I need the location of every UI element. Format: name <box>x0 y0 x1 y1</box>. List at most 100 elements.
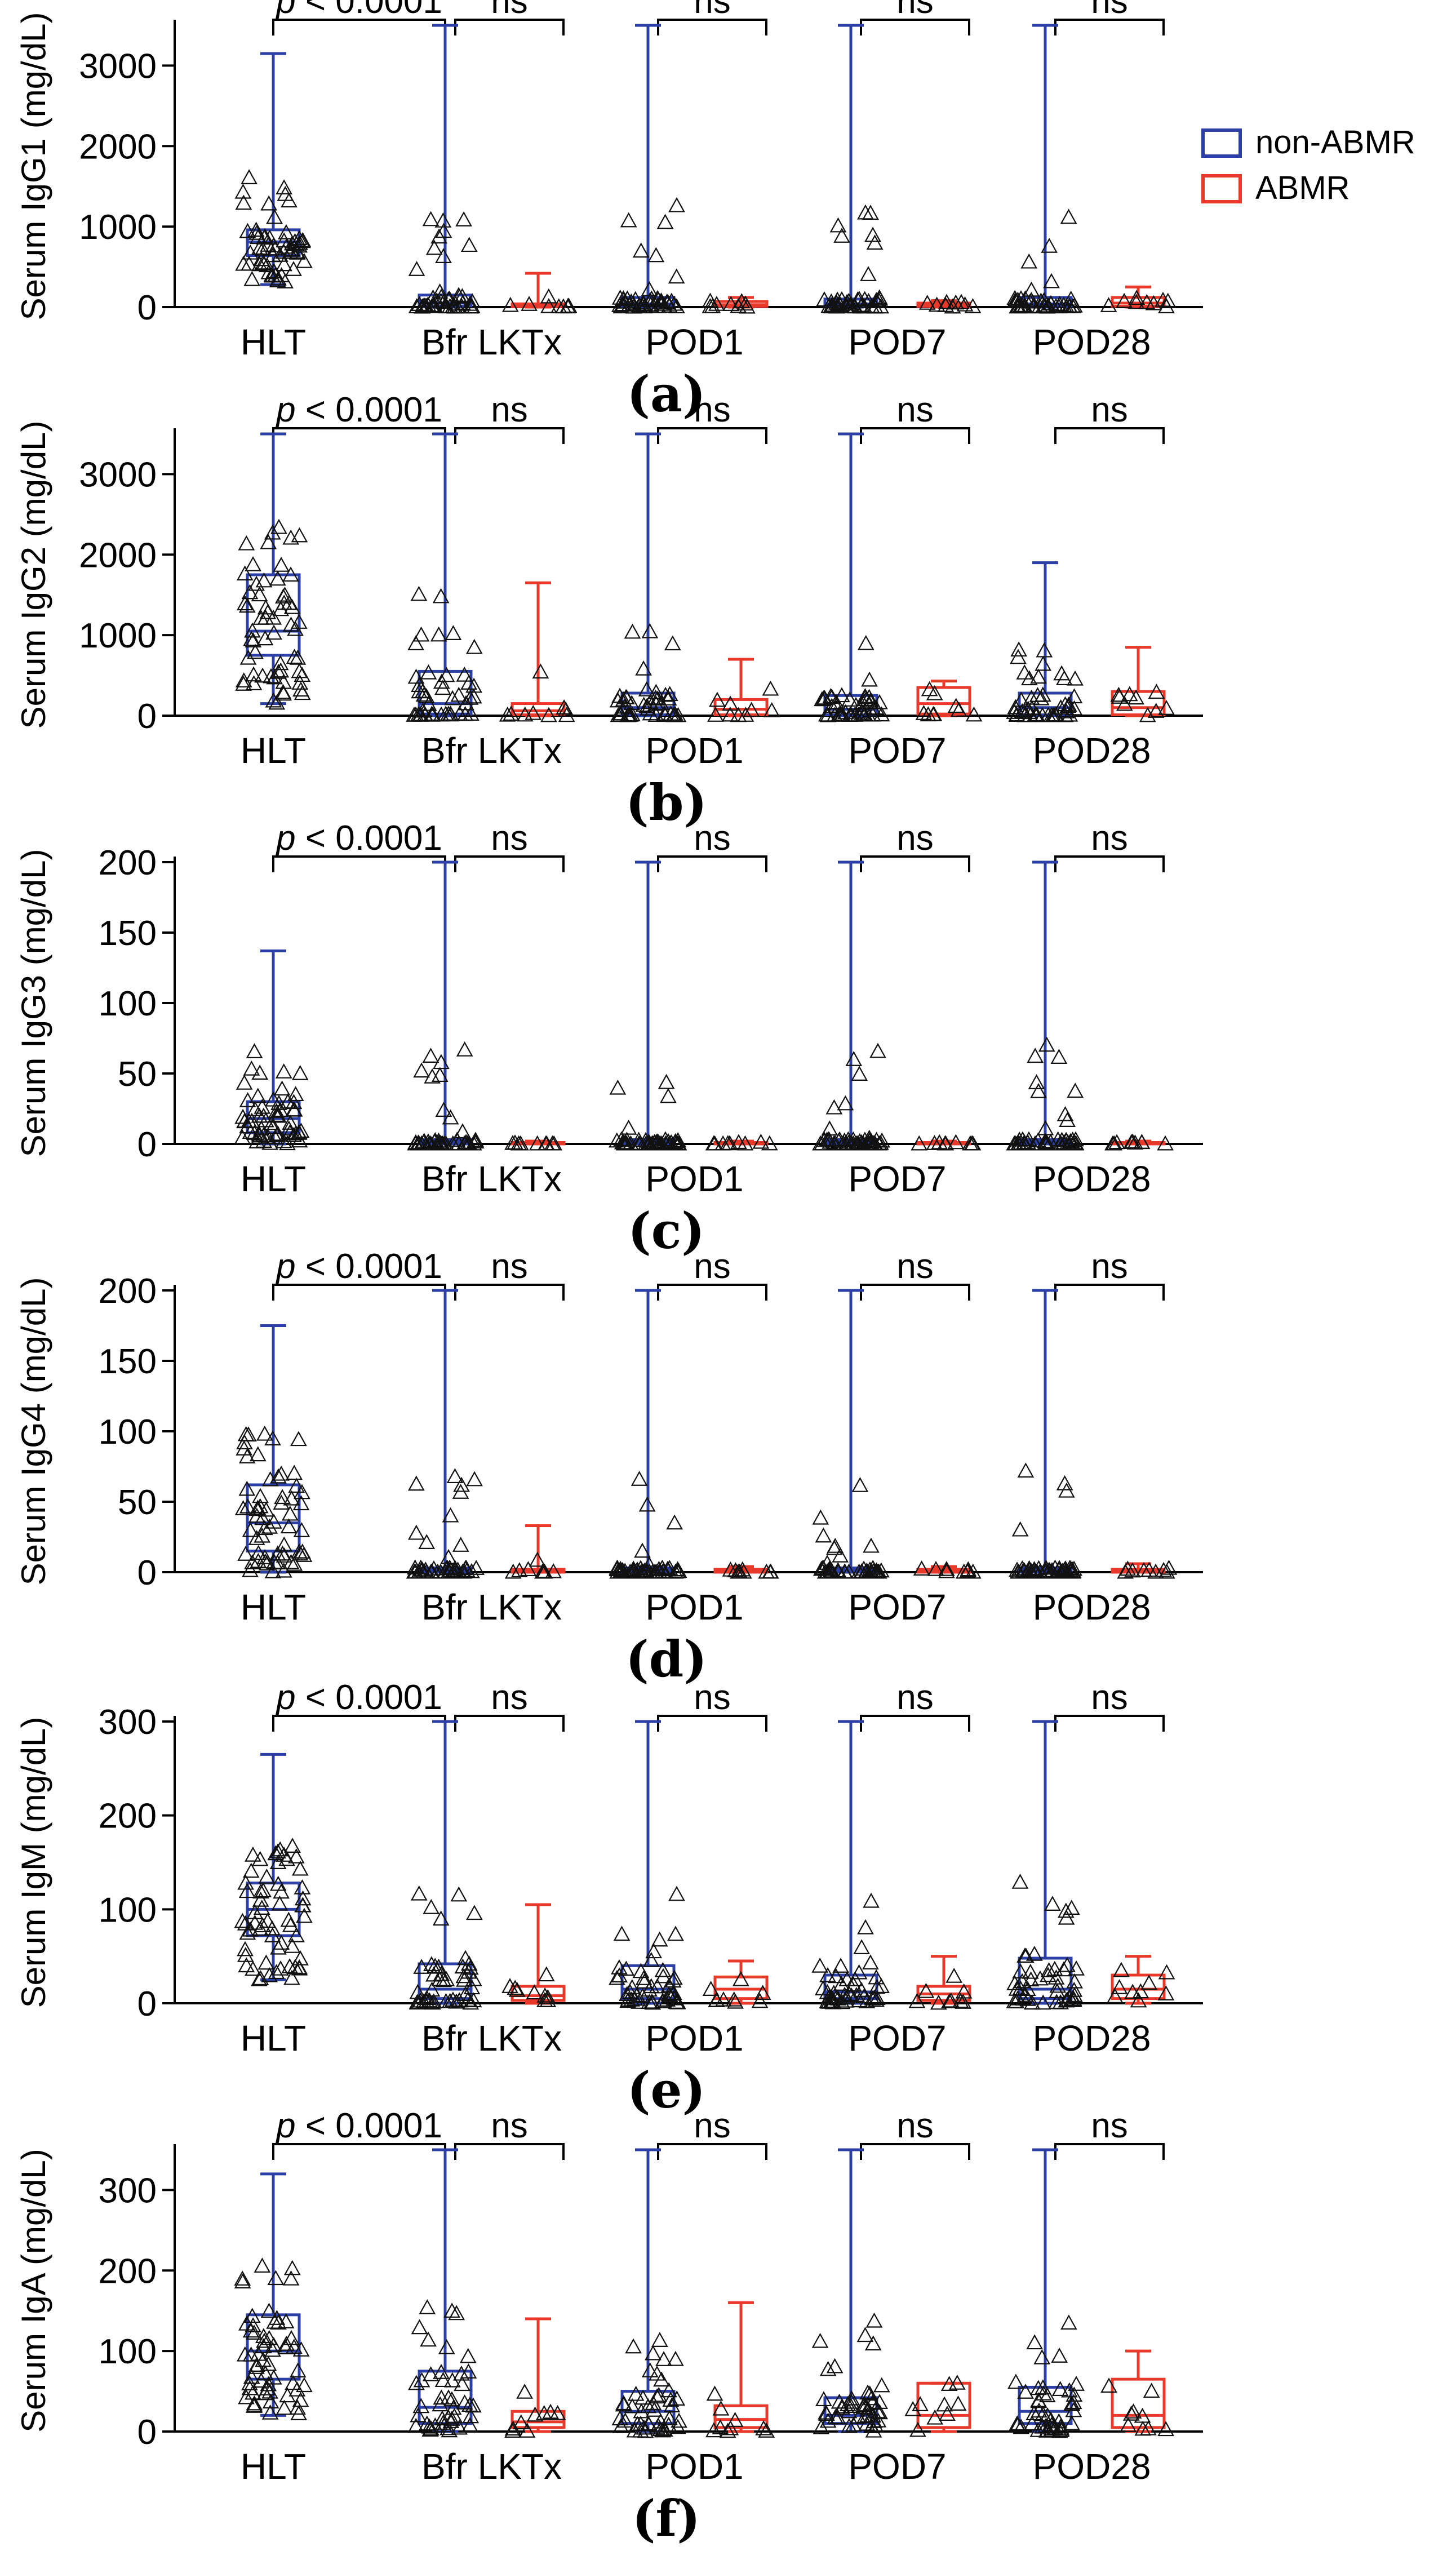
data-point <box>837 1135 855 1151</box>
box-abmr <box>501 1903 566 2007</box>
significance-bracket <box>860 1715 970 1732</box>
data-point <box>654 1563 672 1578</box>
box-abmr <box>1106 1955 1175 2008</box>
box-non-abmr <box>812 860 891 1151</box>
data-point <box>911 1135 928 1151</box>
data-point <box>235 255 252 271</box>
data-point <box>1026 2334 1044 2350</box>
data-point <box>838 1971 856 1986</box>
data-point <box>283 598 301 614</box>
data-point <box>238 2389 255 2404</box>
data-point <box>1059 1956 1076 1972</box>
data-point <box>237 1915 254 1931</box>
data-point <box>535 2404 553 2420</box>
data-point <box>837 1095 854 1111</box>
data-point <box>843 2393 860 2409</box>
data-point <box>1039 2422 1056 2438</box>
box-non-abmr <box>234 950 310 1151</box>
data-point <box>762 1563 779 1579</box>
data-point <box>239 1118 256 1134</box>
data-point <box>668 1885 685 1901</box>
box-iqr <box>511 702 566 717</box>
data-point <box>751 1993 769 2008</box>
data-point <box>422 1135 440 1151</box>
x-tick-label: Bfr LKTx <box>421 1159 562 1199</box>
data-point <box>668 268 685 284</box>
chart-panel-3: 0 50 100 150 200 Serum IgG3 (mg/dL) HLT Bfr LKT… <box>15 819 1203 1260</box>
significance-bracket <box>1054 2143 1165 2160</box>
data-point <box>815 1527 832 1543</box>
data-point <box>296 1907 313 1923</box>
data-point <box>928 296 945 312</box>
data-point <box>1117 1563 1134 1579</box>
data-point <box>1059 1112 1076 1127</box>
box-abmr <box>713 1561 779 1579</box>
data-point <box>290 2405 308 2420</box>
data-point <box>846 706 864 722</box>
data-point <box>246 1101 264 1116</box>
data-point <box>415 297 433 313</box>
data-point <box>238 597 256 613</box>
data-point <box>1066 2386 1083 2402</box>
data-point <box>1066 1973 1083 1989</box>
data-point <box>833 1976 850 1991</box>
data-point <box>864 227 881 242</box>
data-point <box>669 1994 686 2009</box>
data-point <box>1128 290 1146 305</box>
legend-label-abmr: ABMR <box>1255 170 1350 206</box>
data-point <box>1046 1960 1063 1976</box>
data-point <box>432 1134 450 1150</box>
data-point <box>921 681 938 696</box>
significance-bracket <box>860 2143 970 2160</box>
data-point <box>1039 2407 1056 2423</box>
data-point <box>443 2302 461 2318</box>
data-point <box>1113 1962 1130 1977</box>
data-point <box>245 666 262 682</box>
data-point <box>512 2414 530 2430</box>
data-point <box>1055 1961 1072 1977</box>
data-point <box>620 1991 637 2007</box>
data-point <box>927 1560 944 1576</box>
data-point <box>266 669 283 685</box>
data-point <box>256 255 273 271</box>
data-point <box>960 1562 977 1577</box>
box-abmr <box>911 1134 982 1151</box>
box-non-abmr <box>812 1289 890 1579</box>
data-point <box>554 298 572 314</box>
data-point <box>242 1521 259 1537</box>
data-point <box>938 294 955 309</box>
data-point <box>259 604 277 619</box>
data-point <box>1020 1560 1038 1576</box>
data-point <box>448 2305 465 2321</box>
data-point <box>270 1107 287 1123</box>
data-point <box>926 685 943 700</box>
data-point <box>873 2377 890 2393</box>
data-point <box>237 1874 254 1890</box>
chart-panel-6: 0 100 200 300 Serum IgA (mg/dL) HLT Bfr LKTx PO… <box>15 2106 1203 2548</box>
significance-bracket <box>454 427 565 444</box>
significance-bracket <box>272 1715 446 1732</box>
data-point <box>445 2399 462 2415</box>
data-point <box>440 1549 457 1564</box>
data-point <box>666 1514 683 1530</box>
data-point <box>1056 1475 1073 1490</box>
data-point <box>667 706 683 721</box>
significance-label: p < 0.0001 <box>275 2106 442 2145</box>
data-point <box>249 1088 267 1103</box>
data-point <box>833 228 850 243</box>
data-point <box>270 1468 287 1484</box>
y-axis-label: Serum IgA (mg/dL) <box>15 2149 52 2433</box>
data-point <box>450 686 468 702</box>
data-point <box>1029 1132 1047 1148</box>
data-point <box>609 1563 627 1579</box>
data-point <box>1022 1971 1040 1987</box>
data-point <box>1049 1977 1067 1993</box>
y-axis-label: Serum IgM (mg/dL) <box>15 1717 52 2008</box>
data-point <box>278 1851 295 1866</box>
data-point <box>857 1919 874 1935</box>
y-tick-label: 0 <box>137 1125 157 1164</box>
data-point <box>641 1994 658 2009</box>
x-tick-label: Bfr LKTx <box>421 2018 562 2058</box>
data-point <box>411 2319 428 2335</box>
data-point <box>560 298 578 313</box>
